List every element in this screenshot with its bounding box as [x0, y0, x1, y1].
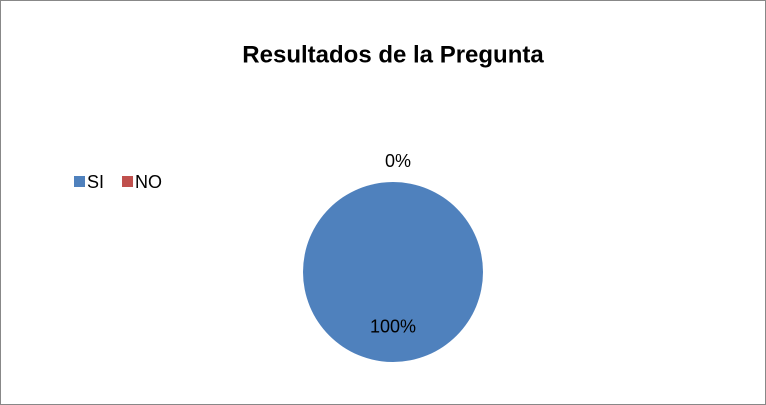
data-label: 0% [385, 151, 411, 171]
data-label: 100% [370, 317, 416, 337]
legend-swatch [122, 176, 134, 187]
chart-title: Resultados de la Pregunta [242, 41, 544, 68]
legend-swatch [74, 176, 85, 187]
legend-label: SI [87, 172, 104, 192]
pie-slice [303, 182, 483, 362]
legend-label: NO [135, 172, 162, 192]
